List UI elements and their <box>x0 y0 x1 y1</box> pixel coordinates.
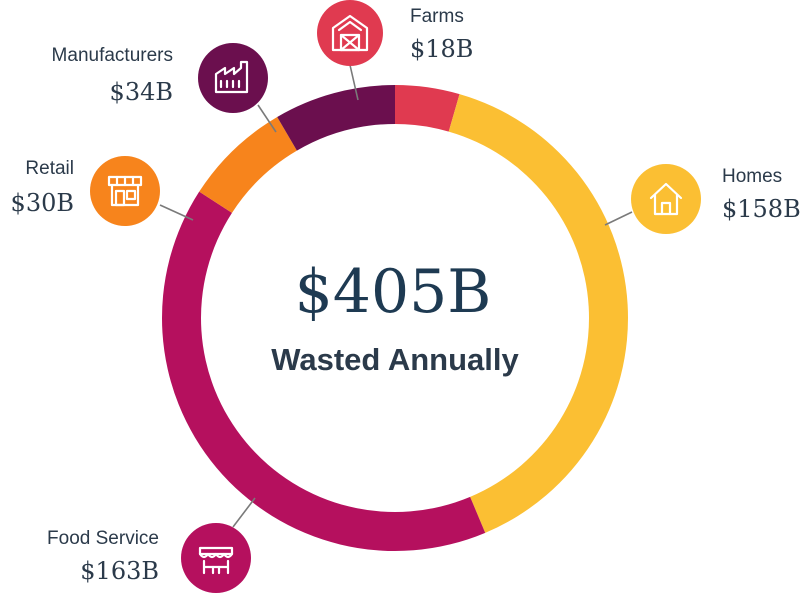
category-retail: Retail $30B <box>11 156 194 226</box>
homes-icon-badge <box>631 164 701 234</box>
total-value: $405B <box>295 257 492 327</box>
donut-ring <box>161 85 629 552</box>
category-manufacturers: Manufacturers $34B <box>52 43 277 133</box>
label-food-service: Food Service <box>47 528 159 549</box>
value-homes: $158B <box>722 195 800 223</box>
storefront-icon <box>107 175 143 207</box>
manufacturers-icon-badge <box>198 43 268 113</box>
barn-icon <box>331 14 369 52</box>
label-manufacturers: Manufacturers <box>52 45 173 66</box>
food-stall-icon <box>198 546 234 575</box>
center-caption: Wasted Annually <box>271 342 519 377</box>
value-farms: $18B <box>410 35 473 63</box>
slice-farms <box>395 85 460 132</box>
leader-line-farms <box>349 64 359 101</box>
value-manufacturers: $34B <box>110 78 173 106</box>
food-service-icon-badge <box>181 523 251 593</box>
slice-food-service <box>161 191 486 552</box>
factory-icon <box>214 60 249 94</box>
category-homes: Homes $158B <box>604 164 800 234</box>
value-retail: $30B <box>11 189 74 217</box>
label-retail: Retail <box>25 158 74 179</box>
value-food-service: $163B <box>80 557 159 585</box>
label-homes: Homes <box>722 166 782 187</box>
category-food-service: Food Service $163B <box>47 497 256 593</box>
label-farms: Farms <box>410 6 464 27</box>
slice-manufacturers <box>277 85 395 151</box>
leader-line-manufacturers <box>257 104 277 133</box>
house-icon <box>649 182 683 216</box>
slice-homes <box>448 94 629 533</box>
leader-line-food-service <box>232 497 256 528</box>
slice-retail <box>199 116 297 213</box>
farms-icon-badge <box>317 0 383 66</box>
leader-line-homes <box>604 211 633 226</box>
leader-line-retail <box>159 204 194 221</box>
category-farms: Farms $18B <box>317 0 473 101</box>
